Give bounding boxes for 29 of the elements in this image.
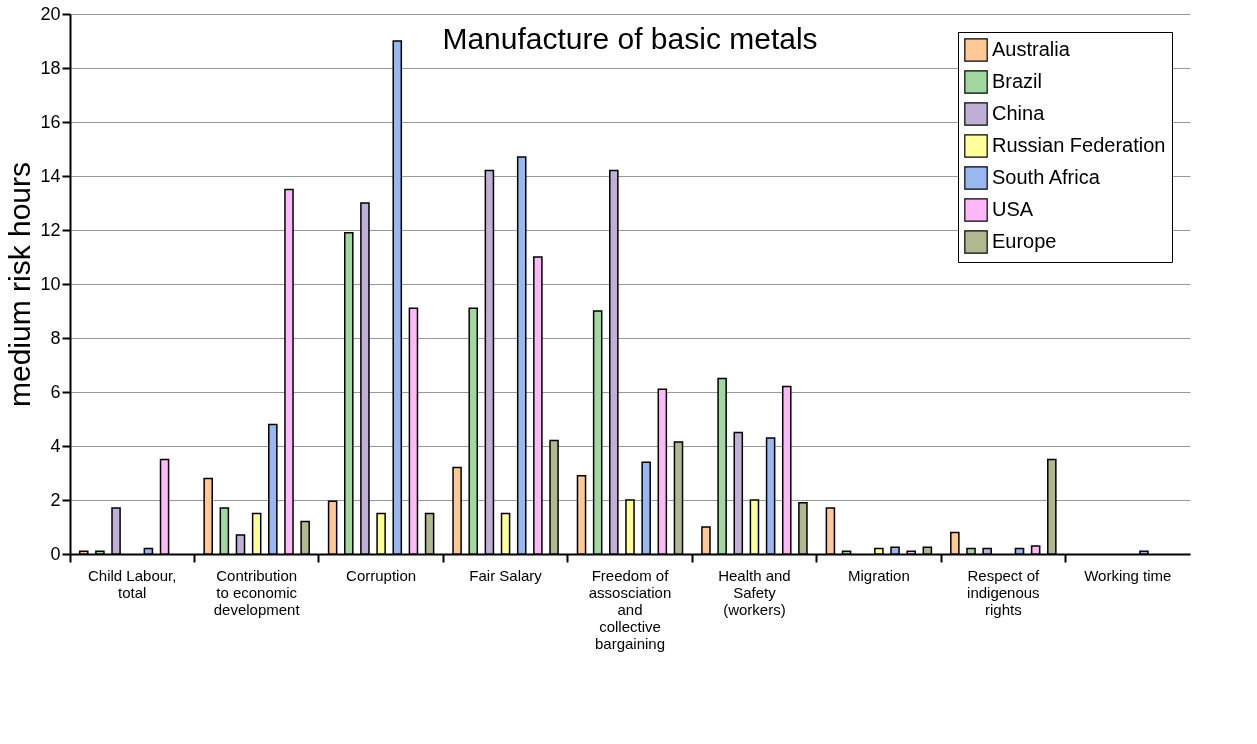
x-tick-label: Health and Safety (workers) [718, 566, 791, 618]
x-tick-label: Respect of indigenous rights [967, 566, 1041, 618]
y-axis-title: medium risk hours [3, 161, 37, 408]
y-tick-label: 4 [50, 435, 61, 456]
legend-label: China [992, 102, 1046, 124]
legend-label: South Africa [992, 166, 1101, 188]
x-tick-label: Freedom of assosciation and collective bargaining [588, 566, 672, 652]
y-tick-label: 8 [50, 327, 61, 348]
x-tick-label: Corruption [346, 566, 417, 584]
legend-label: Europe [992, 230, 1057, 252]
y-tick-label: 14 [40, 165, 61, 186]
x-tick-label: Fair Salary [469, 566, 543, 584]
y-tick-label: 16 [40, 111, 61, 132]
y-tick-label: 2 [50, 489, 61, 510]
y-tick-label: 0 [50, 543, 61, 564]
y-tick-label: 18 [40, 57, 61, 78]
y-tick-label: 10 [40, 273, 61, 294]
chart-title: Manufacture of basic metals [442, 22, 818, 55]
x-tick-label: Child Labour, total [88, 566, 177, 601]
x-tick-label: Contribution to economic development [213, 566, 301, 618]
y-tick-label: 6 [50, 381, 61, 402]
x-tick-label: Migration [848, 566, 910, 584]
y-tick-label: 20 [40, 3, 61, 24]
y-tick-label: 12 [40, 219, 61, 240]
x-tick-label: Working time [1084, 566, 1172, 584]
legend-label: Australia [992, 38, 1071, 60]
legend-label: Brazil [992, 70, 1043, 92]
legend-label: USA [992, 198, 1034, 220]
legend-label: Russian Federation [992, 134, 1166, 156]
